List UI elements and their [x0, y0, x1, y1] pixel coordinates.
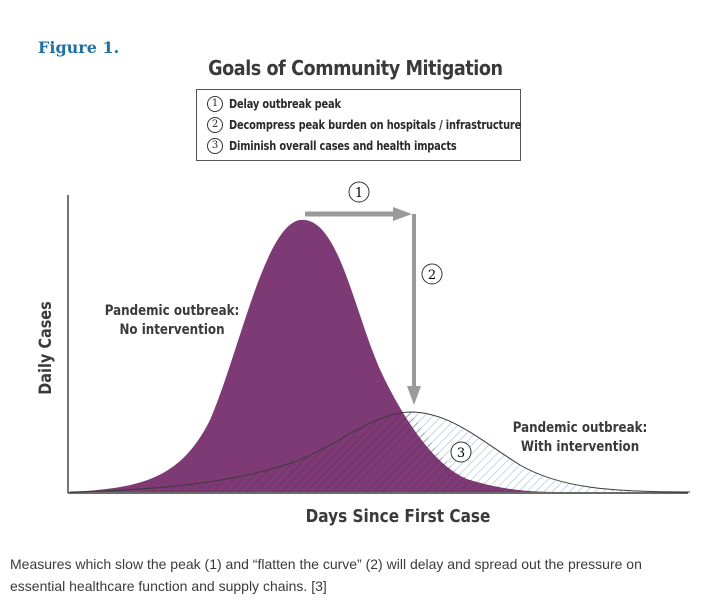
- mitigation-diagram: 1 2 3 Pandemic outbreak: No intervention…: [35, 181, 691, 527]
- no-intervention-area: [70, 219, 560, 492]
- y-axis-label: Daily Cases: [35, 301, 55, 394]
- legend-item-3: 3 Diminish overall cases and health impa…: [207, 138, 507, 154]
- diagram-title: Goals of Community Mitigation: [208, 56, 503, 80]
- legend-number-1: 1: [207, 96, 223, 112]
- marker-2-label: 2: [428, 268, 436, 283]
- no-intervention-label-line1: Pandemic outbreak:: [105, 303, 240, 319]
- with-intervention-label-line2: With intervention: [521, 439, 639, 455]
- marker-1-label: 1: [355, 186, 363, 201]
- marker-3-label: 3: [457, 446, 465, 461]
- legend-item-2: 2 Decompress peak burden on hospitals / …: [207, 117, 585, 133]
- figure-label: Figure 1.: [38, 38, 120, 57]
- legend-text-2: Decompress peak burden on hospitals / in…: [229, 118, 522, 132]
- x-axis-label: Days Since First Case: [306, 505, 491, 527]
- legend-text-3: Diminish overall cases and health impact…: [229, 139, 457, 153]
- with-intervention-label-line1: Pandemic outbreak:: [513, 420, 648, 436]
- overlap-hatching: [150, 412, 560, 492]
- legend-text-1: Delay outbreak peak: [229, 97, 341, 111]
- delay-arrow-head: [393, 207, 412, 221]
- marker-3: 3: [450, 441, 472, 463]
- figure-caption: Measures which slow the peak (1) and “fl…: [10, 556, 642, 594]
- no-intervention-label-line2: No intervention: [119, 322, 224, 338]
- marker-2: 2: [421, 263, 443, 285]
- flatten-arrow-head: [407, 386, 421, 405]
- with-intervention-curve: [69, 411, 691, 493]
- legend-item-1: 1 Delay outbreak peak: [207, 96, 365, 112]
- goals-legend: 1 Delay outbreak peak 2 Decompress peak …: [196, 89, 521, 161]
- marker-1: 1: [348, 181, 370, 203]
- legend-number-3: 3: [207, 138, 223, 154]
- legend-number-2: 2: [207, 117, 223, 133]
